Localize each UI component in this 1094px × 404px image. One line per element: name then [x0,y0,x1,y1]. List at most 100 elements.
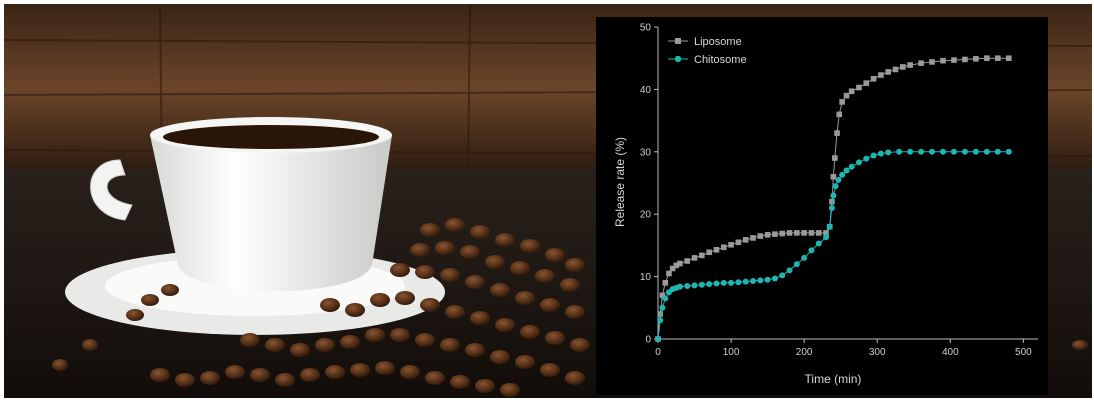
data-point [831,174,837,180]
data-point [736,239,742,245]
y-tick-label: 40 [640,85,652,96]
data-point [844,93,850,99]
y-tick-label: 20 [640,210,652,221]
data-point [662,295,668,301]
x-tick-label: 0 [655,347,661,358]
data-point [816,230,822,236]
data-point [973,56,979,62]
chart-legend: Liposome Chitosome [668,36,747,66]
data-point [721,244,727,250]
data-point [706,281,712,287]
data-point [663,280,669,286]
x-axis-label: Time (min) [805,372,862,386]
data-point [657,317,663,323]
data-point [743,279,749,285]
data-point [677,284,683,290]
data-point [836,112,842,118]
data-point [801,230,807,236]
data-point [750,235,756,241]
data-point [801,255,807,261]
data-point [878,151,884,157]
release-rate-chart: 0 10 20 30 40 50 0 100 200 300 400 500 Liposome Chi… [596,17,1048,395]
data-point [839,172,845,178]
data-point [871,153,877,159]
data-point [856,159,862,165]
data-point [849,88,855,94]
data-point [833,183,839,189]
data-point [896,149,902,155]
data-point [758,233,764,239]
data-point [929,149,935,155]
data-point [684,258,690,264]
data-point [699,282,705,288]
data-point [659,305,665,311]
x-tick-label: 200 [796,347,813,358]
data-point [962,57,968,63]
data-point [900,64,906,70]
data-point [706,249,712,255]
data-point [893,67,899,73]
data-point [962,149,968,155]
legend-chitosome-label: Chitosome [694,54,747,66]
data-point [929,59,935,65]
data-point [757,277,763,283]
data-point [849,164,855,170]
data-point [772,231,778,237]
y-axis-label: Release rate (%) [613,137,627,227]
data-point [951,149,957,155]
data-point [735,279,741,285]
data-point [885,69,891,75]
data-point [677,261,683,267]
data-point [1006,55,1012,61]
data-point [714,247,720,253]
x-tick-label: 400 [942,347,959,358]
data-point [823,234,829,240]
data-point [918,149,924,155]
data-point [655,336,661,342]
data-point [940,58,946,64]
y-tick-label: 30 [640,147,652,158]
data-point [765,277,771,283]
data-point [863,156,869,162]
data-point [863,80,869,86]
data-point [728,242,734,248]
data-point [728,280,734,286]
data-point [856,85,862,91]
data-point [809,230,815,236]
data-point [984,55,990,61]
chart-svg: 010203040500 100 200 300 400 500 Liposome Chi… [596,17,1048,395]
data-point [779,272,785,278]
data-point [878,72,884,78]
data-point [951,57,957,63]
data-point [772,275,778,281]
data-point [907,149,913,155]
data-point [721,280,727,286]
data-point [984,149,990,155]
data-point [836,177,842,183]
data-point [995,149,1001,155]
data-point [832,155,838,161]
data-point [808,247,814,253]
data-point [940,149,946,155]
data-point [779,231,785,237]
y-tick-label: 10 [640,272,652,283]
data-point [995,55,1001,61]
data-point [834,130,840,136]
data-point [829,205,835,211]
x-tick-label: 500 [1015,347,1032,358]
data-point [713,280,719,286]
legend-liposome-label: Liposome [694,36,742,48]
data-point [871,76,877,82]
data-point [787,230,793,236]
x-tick-label: 100 [723,347,740,358]
legend-chitosome-marker [675,56,681,62]
data-point [816,241,822,247]
data-point [839,99,845,105]
data-point [692,282,698,288]
data-point [794,230,800,236]
data-point [973,149,979,155]
data-point [918,60,924,66]
x-tick-label: 300 [869,347,886,358]
data-point [885,149,891,155]
